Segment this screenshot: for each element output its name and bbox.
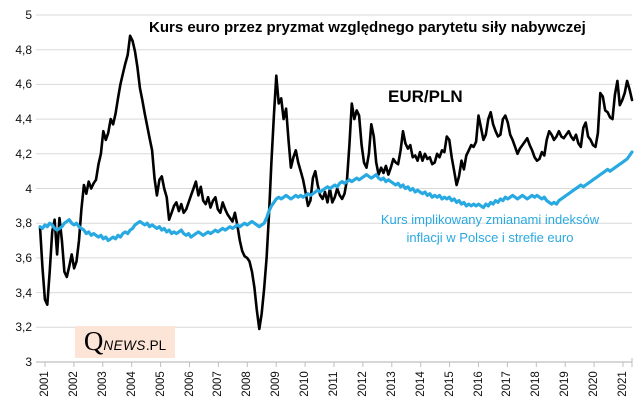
x-tick-label: 2005: [155, 371, 167, 397]
series-label-eurpln: EUR/PLN: [388, 87, 463, 106]
series-label-implied-line1: Kurs implikowany zmianami indeksów: [380, 212, 600, 227]
qnews-logo-pl: .PL: [145, 338, 167, 353]
x-tick-label: 2009: [270, 371, 282, 397]
y-tick-label: 3,4: [15, 286, 32, 300]
x-tick-label: 2007: [212, 371, 224, 397]
x-tick-label: 2010: [299, 371, 311, 397]
x-tick-label: 2001: [39, 371, 51, 397]
y-axis-labels: 5 4,8 4,6 4,4 4,2 4 3,8 3,6 3,4 3,2 3: [0, 0, 32, 416]
x-tick-label: 2016: [473, 371, 485, 397]
y-tick-label: 4: [25, 182, 32, 196]
qnews-logo-q: Q: [83, 326, 104, 356]
qnews-logo: Q NEWS .PL: [75, 326, 175, 358]
y-tick-label: 3,6: [15, 251, 32, 265]
y-tick-label: 4,6: [15, 77, 32, 91]
x-tick-label: 2004: [126, 371, 138, 397]
y-tick-label: 5: [25, 8, 32, 22]
x-tick-label: 2020: [588, 371, 600, 397]
x-tick-label: 2008: [241, 371, 253, 397]
y-tick-label: 4,8: [15, 43, 32, 57]
x-tick-label: 2002: [68, 371, 80, 397]
y-tick-label: 4,4: [15, 112, 32, 126]
series-label-implied: Kurs implikowany zmianami indeksów infla…: [370, 211, 610, 247]
chart-title: Kurs euro przez pryzmat względnego paryt…: [149, 19, 586, 36]
x-tick-label: 2019: [559, 371, 571, 397]
x-tick-label: 2012: [357, 371, 369, 397]
series-line-implied: [38, 150, 634, 243]
y-tick-label: 3: [25, 355, 32, 369]
x-tick-label: 2017: [501, 371, 513, 397]
series-line-eurpln: [38, 34, 634, 331]
y-tick-label: 4,2: [15, 147, 32, 161]
x-tick-label: 2013: [386, 371, 398, 397]
series-label-implied-line2: inflacji w Polsce i strefie euro: [406, 230, 574, 245]
x-tick-label: 2014: [415, 371, 427, 397]
x-tick-label: 2011: [328, 371, 340, 397]
qnews-logo-news: NEWS: [103, 338, 146, 353]
y-tick-label: 3,8: [15, 216, 32, 230]
y-tick-label: 3,2: [15, 320, 32, 334]
x-tick-label: 2018: [530, 371, 542, 397]
x-tick-label: 2015: [444, 371, 456, 397]
x-tick-label: 2003: [97, 371, 109, 397]
x-tick-label: 2006: [184, 371, 196, 397]
x-tick-label: 2021: [617, 371, 629, 397]
